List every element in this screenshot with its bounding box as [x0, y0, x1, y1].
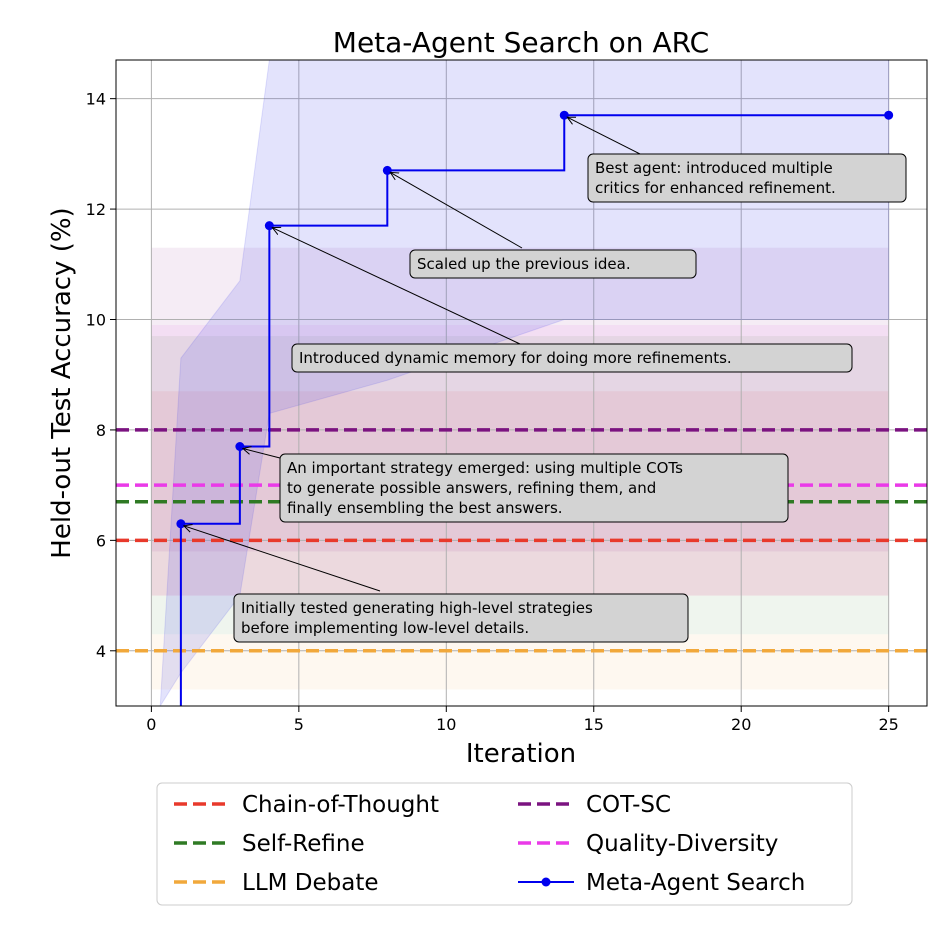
- plot-frame: [115, 59, 928, 707]
- annotation-arrow: [567, 117, 641, 155]
- annotation: An important strategy emerged: using mul…: [243, 448, 789, 523]
- annotation: Initially tested generating high-level s…: [184, 526, 689, 643]
- annotation-box: [587, 153, 907, 203]
- annotations: Initially tested generating high-level s…: [184, 117, 907, 643]
- series-point: [884, 110, 894, 120]
- x-tick-label: 25: [878, 715, 898, 734]
- annotation-arrow: [243, 448, 281, 459]
- annotation-text: Best agent: introduced multiple: [595, 159, 833, 177]
- series-point: [382, 165, 392, 175]
- y-axis-ticks: 4 6 8 10 12 14: [86, 90, 116, 661]
- annotation: Scaled up the previous idea.: [390, 172, 697, 279]
- annotation-box: [409, 249, 697, 279]
- x-axis-label: Iteration: [466, 739, 576, 769]
- legend-label: LLM Debate: [242, 870, 379, 896]
- legend-label: Meta-Agent Search: [586, 870, 805, 896]
- annotation-text: Scaled up the previous idea.: [417, 255, 631, 273]
- legend-marker: [541, 877, 551, 887]
- annotation: Best agent: introduced multiple critics f…: [567, 117, 907, 203]
- annotation-text: An important strategy emerged: using mul…: [287, 459, 683, 477]
- x-tick-label: 10: [436, 715, 456, 734]
- series-point: [176, 519, 186, 529]
- legend-label: Self-Refine: [242, 831, 365, 857]
- y-tick-label: 10: [86, 311, 106, 330]
- x-tick-label: 15: [584, 715, 604, 734]
- annotation-box: [279, 453, 789, 523]
- annotation-text: Initially tested generating high-level s…: [241, 599, 593, 617]
- annotation-text: finally ensembling the best answers.: [287, 499, 563, 517]
- y-axis-label: Held-out Test Accuracy (%): [47, 207, 77, 558]
- annotation-text: Introduced dynamic memory for doing more…: [299, 349, 732, 367]
- legend-item: Quality-Diversity: [518, 831, 778, 857]
- legend-label: Quality-Diversity: [586, 831, 778, 857]
- legend-item: Chain-of-Thought: [174, 792, 439, 818]
- legend-item: COT-SC: [518, 792, 671, 818]
- x-tick-label: 5: [294, 715, 304, 734]
- legend-item: Meta-Agent Search: [518, 870, 805, 896]
- series-point: [235, 441, 245, 451]
- annotation-arrow: [272, 228, 521, 345]
- y-tick-label: 4: [96, 642, 106, 661]
- annotation-text: before implementing low-level details.: [241, 619, 529, 637]
- legend-label: Chain-of-Thought: [242, 792, 439, 818]
- annotation-text: to generate possible answers, refining t…: [287, 479, 656, 497]
- legend: Chain-of-Thought COT-SC Self-Refine Quality…: [156, 782, 853, 906]
- annotation: Introduced dynamic memory for doing more…: [272, 228, 853, 373]
- x-axis-ticks: 0 5 10 15 20 25: [146, 706, 899, 734]
- y-tick-label: 6: [96, 531, 106, 550]
- y-tick-label: 14: [86, 90, 106, 109]
- legend-item: Self-Refine: [174, 831, 365, 857]
- legend-frame: [156, 782, 853, 906]
- annotation-arrow: [390, 172, 523, 249]
- chart-title: Meta-Agent Search on ARC: [333, 26, 709, 59]
- baseline-band: [151, 634, 889, 690]
- series-point: [559, 110, 569, 120]
- y-tick-label: 12: [86, 200, 106, 219]
- series-point: [264, 221, 274, 231]
- y-tick-label: 8: [96, 421, 106, 440]
- legend-label: COT-SC: [586, 792, 671, 818]
- annotation-arrow: [184, 526, 381, 592]
- annotation-box: [233, 593, 689, 643]
- legend-item: LLM Debate: [174, 870, 379, 896]
- annotation-text: critics for enhanced refinement.: [595, 179, 836, 197]
- x-tick-label: 0: [146, 715, 156, 734]
- annotation-box: [291, 343, 853, 373]
- x-tick-label: 20: [731, 715, 751, 734]
